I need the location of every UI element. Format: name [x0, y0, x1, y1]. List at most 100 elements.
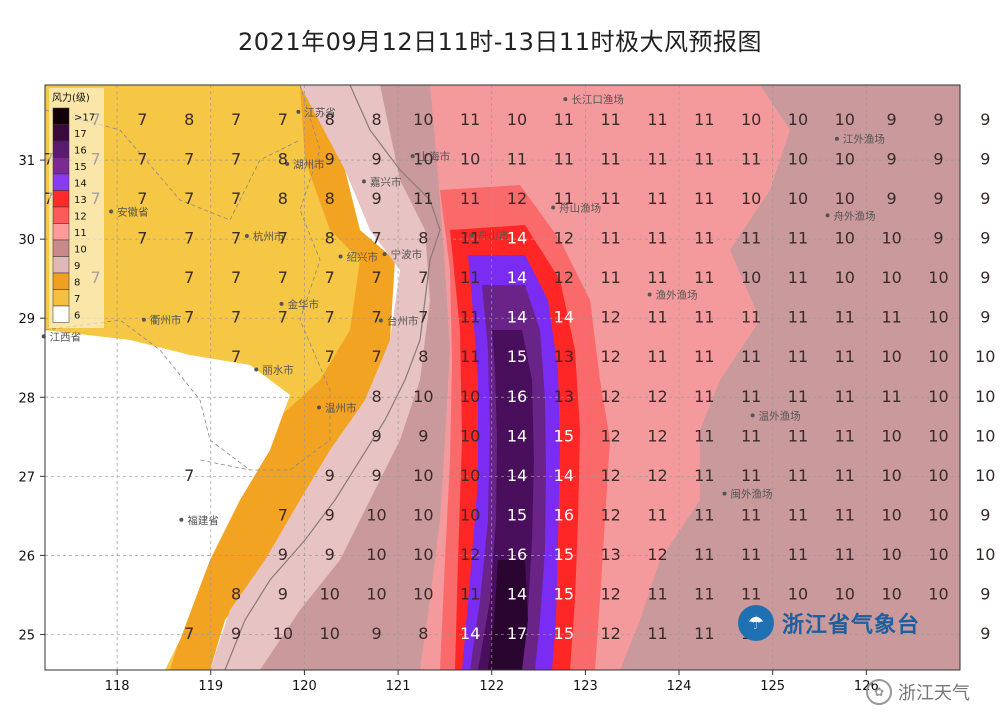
wind-value: 10	[928, 426, 948, 445]
wind-value: 10	[460, 387, 480, 406]
wind-value: 10	[788, 189, 808, 208]
legend-swatch	[52, 289, 70, 307]
wind-value: 17	[507, 624, 527, 643]
wind-value: 10	[273, 624, 293, 643]
wind-value: 12	[647, 466, 667, 485]
wind-value: 9	[278, 584, 288, 603]
place-marker	[551, 205, 556, 210]
wind-value: 11	[600, 189, 620, 208]
wind-value: 8	[184, 110, 194, 129]
wind-value: 9	[371, 624, 381, 643]
legend-level-label: 17	[74, 129, 87, 140]
wind-value: 11	[460, 110, 480, 129]
wind-value: 12	[647, 545, 667, 564]
legend-swatch	[52, 107, 70, 125]
wind-value: 10	[928, 584, 948, 603]
place-label: 绍兴市	[347, 251, 379, 264]
place-label: 丽水市	[262, 364, 294, 377]
wind-value: 7	[371, 347, 381, 366]
wind-value: 11	[741, 229, 761, 248]
wind-value: 10	[975, 426, 995, 445]
wind-value: 11	[554, 150, 574, 169]
wind-value: 11	[647, 308, 667, 327]
wind-value: 7	[371, 308, 381, 327]
wind-value: 11	[694, 308, 714, 327]
place-marker	[563, 97, 568, 102]
lon-tick-label: 122	[479, 679, 504, 694]
place-label: 宁波市	[391, 248, 423, 261]
wind-value: 10	[928, 268, 948, 287]
wind-value: 11	[835, 505, 855, 524]
lon-tick-label: 125	[760, 679, 785, 694]
place-marker	[179, 517, 184, 522]
wind-value: 10	[460, 466, 480, 485]
wind-value: 14	[554, 466, 574, 485]
legend-level-label: 7	[74, 294, 80, 305]
lat-tick-label: 28	[18, 391, 35, 406]
wind-value: 11	[460, 308, 480, 327]
map-title: 2021年09月12日11时-13日11时极大风预报图	[238, 28, 762, 56]
wind-value: 10	[975, 347, 995, 366]
wind-value: 10	[928, 347, 948, 366]
legend-swatch	[52, 173, 70, 191]
wind-value: 10	[741, 189, 761, 208]
wind-value: 14	[507, 229, 527, 248]
wind-value: 10	[460, 150, 480, 169]
wind-value: 7	[325, 308, 335, 327]
wind-value: 10	[928, 545, 948, 564]
wind-value: 7	[278, 308, 288, 327]
wind-value: 7	[137, 229, 147, 248]
wind-value: 11	[741, 150, 761, 169]
lat-tick-label: 25	[18, 628, 35, 643]
wind-value: 11	[835, 308, 855, 327]
wind-value: 12	[554, 268, 574, 287]
wind-value: 10	[788, 150, 808, 169]
wind-value: 11	[788, 466, 808, 485]
wind-value: 7	[231, 229, 241, 248]
legend-swatch	[52, 223, 70, 241]
wind-value: 10	[975, 387, 995, 406]
wind-value: 11	[554, 110, 574, 129]
wind-value: 11	[788, 426, 808, 445]
wind-value: 10	[460, 505, 480, 524]
wind-value: 11	[460, 189, 480, 208]
legend-level-label: 15	[74, 162, 87, 173]
wind-value: 9	[980, 308, 990, 327]
legend-level-label: 8	[74, 277, 80, 288]
wind-value: 10	[928, 466, 948, 485]
wind-value: 10	[413, 505, 433, 524]
met-office-emblem-icon: ☂	[738, 605, 774, 641]
lat-tick-label: 30	[18, 233, 35, 248]
place-marker	[722, 491, 727, 496]
place-label: 台州市	[387, 315, 419, 328]
wind-value: 8	[418, 229, 428, 248]
wind-value: 8	[418, 347, 428, 366]
wind-value: 12	[600, 584, 620, 603]
wind-value: 11	[600, 110, 620, 129]
legend-swatch	[52, 124, 70, 142]
wind-value: 9	[980, 229, 990, 248]
wind-value: 10	[413, 387, 433, 406]
place-marker	[382, 252, 387, 257]
wind-value: 7	[325, 268, 335, 287]
wind-value: 11	[741, 308, 761, 327]
wind-value: 11	[694, 387, 714, 406]
wind-value: 9	[371, 426, 381, 445]
wind-value: 11	[460, 229, 480, 248]
wind-value: 16	[554, 505, 574, 524]
lon-tick-label: 121	[386, 679, 411, 694]
place-label: 温州市	[325, 401, 357, 414]
wind-value: 10	[788, 584, 808, 603]
wind-value: 10	[413, 466, 433, 485]
wind-value: 9	[325, 466, 335, 485]
place-label: 江外渔场	[843, 133, 885, 146]
wind-value: 11	[694, 189, 714, 208]
wind-value: 11	[694, 505, 714, 524]
legend-level-label: 6	[74, 310, 80, 321]
wind-value: 11	[788, 545, 808, 564]
legend-level-label: 14	[74, 178, 87, 189]
wind-value: 9	[980, 505, 990, 524]
wind-value: 10	[881, 505, 901, 524]
